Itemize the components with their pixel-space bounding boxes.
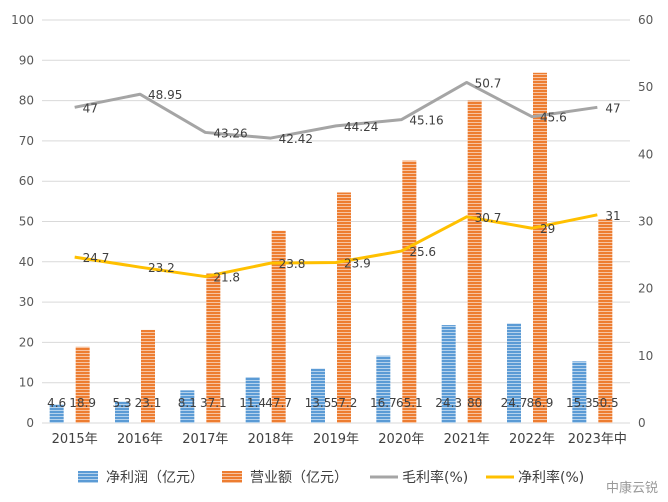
left-tick-label: 30: [19, 295, 34, 309]
bar: [206, 273, 221, 423]
left-tick-label: 60: [19, 174, 34, 188]
bar: [115, 401, 129, 423]
bar-value-label: 24.7: [501, 396, 528, 410]
bar-value-label: 11.4: [239, 396, 266, 410]
legend-swatch: [78, 471, 98, 483]
bar-value-label: 47.7: [265, 396, 292, 410]
bar: [180, 390, 195, 423]
bar-value-label: 23.1: [135, 396, 162, 410]
legend: 净利润（亿元） 营业额（亿元） 毛利率(%) 净利率(%): [78, 469, 584, 486]
left-tick-label: 0: [26, 416, 34, 430]
category-labels: 2015年 2016年 2017年 2018年 2019年 2020年 2021年 2022年…: [52, 432, 627, 447]
line-value-label: 45.6: [540, 111, 567, 125]
category-label: 2016年: [117, 432, 163, 447]
right-tick-label: 30: [638, 215, 653, 229]
left-tick-label: 70: [19, 134, 34, 148]
bar: [141, 329, 155, 423]
bar-value-label: 65.1: [396, 396, 423, 410]
category-label: 2015年: [52, 432, 98, 447]
line-value-label: 45.16: [409, 114, 443, 128]
left-tick-label: 90: [19, 53, 34, 67]
left-tick-label: 20: [19, 335, 34, 349]
category-label: 2018年: [248, 432, 294, 447]
line-value-label: 47: [83, 101, 98, 115]
bar-value-label: 15.3: [566, 396, 593, 410]
bar: [311, 368, 325, 423]
bar: [376, 355, 391, 423]
line-value-label: 23.8: [279, 257, 306, 271]
bar-value-label: 16.7: [370, 396, 397, 410]
right-tick-label: 60: [638, 13, 653, 27]
bar-value-label: 50.5: [592, 396, 619, 410]
bar-value-label: 37.1: [200, 396, 227, 410]
right-tick-label: 10: [638, 349, 653, 363]
right-tick-label: 0: [638, 416, 646, 430]
category-label: 2023年中: [568, 432, 627, 447]
category-label: 2019年: [313, 432, 359, 447]
lines: [74, 80, 598, 279]
line-value-label: 23.9: [344, 256, 371, 270]
data-labels: 4.6 5.3 8.1 11.4 13.5 16.7 24.3 24.7 15.3 18.9 23.…: [47, 76, 620, 409]
bar-value-label: 13.5: [305, 396, 332, 410]
left-axis-ticks: 0 10 20 30 40 50 60 70 80 90 100: [11, 13, 34, 430]
line-value-label: 42.42: [279, 132, 313, 146]
right-tick-label: 50: [638, 80, 653, 94]
bar: [402, 160, 417, 423]
line-value-label: 21.8: [213, 271, 240, 285]
bar-value-label: 4.6: [47, 396, 66, 410]
line-value-label: 50.7: [475, 76, 502, 90]
left-tick-label: 50: [19, 215, 34, 229]
bar: [467, 100, 482, 423]
bar: [245, 377, 260, 423]
series-line: [74, 213, 598, 279]
category-label: 2022年: [509, 432, 555, 447]
bar-value-label: 18.9: [69, 396, 96, 410]
line-value-label: 44.24: [344, 120, 378, 134]
line-value-label: 24.7: [83, 251, 110, 265]
left-tick-label: 80: [19, 94, 34, 108]
line-value-label: 29: [540, 222, 555, 236]
line-value-label: 23.2: [148, 261, 175, 275]
bar-value-label: 8.1: [178, 396, 197, 410]
right-axis-ticks: 0 10 20 30 40 50 60: [638, 13, 653, 430]
bar: [533, 72, 547, 423]
left-tick-label: 40: [19, 255, 34, 269]
bar: [507, 323, 521, 423]
bar-value-label: 86.9: [527, 396, 554, 410]
bar: [598, 219, 613, 423]
watermark-text: 中康云锐: [605, 481, 658, 496]
bar-value-label: 24.3: [435, 396, 462, 410]
bar: [49, 404, 64, 423]
line-value-label: 30.7: [475, 211, 502, 225]
bar: [572, 361, 587, 423]
left-tick-label: 10: [19, 376, 34, 390]
line-value-label: 31: [605, 209, 620, 223]
legend-swatch: [222, 471, 242, 483]
left-tick-label: 100: [11, 13, 34, 27]
line-value-label: 47: [605, 101, 620, 115]
bar: [75, 346, 90, 423]
series-line: [74, 80, 598, 140]
bars: [49, 72, 613, 423]
bar-value-label: 80: [467, 396, 482, 410]
line-value-label: 25.6: [409, 245, 436, 259]
category-label: 2021年: [444, 432, 490, 447]
right-tick-label: 40: [638, 147, 653, 161]
bar-value-label: 5.3: [112, 396, 131, 410]
category-label: 2020年: [378, 432, 424, 447]
bar: [337, 192, 351, 423]
line-value-label: 48.95: [148, 88, 182, 102]
legend-label: 毛利率(%): [402, 469, 468, 486]
bar-value-label: 57.2: [331, 396, 358, 410]
legend-label: 营业额（亿元）: [250, 470, 348, 486]
right-tick-label: 20: [638, 282, 653, 296]
line-value-label: 43.26: [213, 126, 247, 140]
legend-label: 净利率(%): [518, 469, 584, 486]
legend-label: 净利润（亿元）: [106, 470, 204, 486]
category-label: 2017年: [182, 432, 228, 447]
bar: [271, 230, 286, 423]
bar: [441, 325, 456, 423]
